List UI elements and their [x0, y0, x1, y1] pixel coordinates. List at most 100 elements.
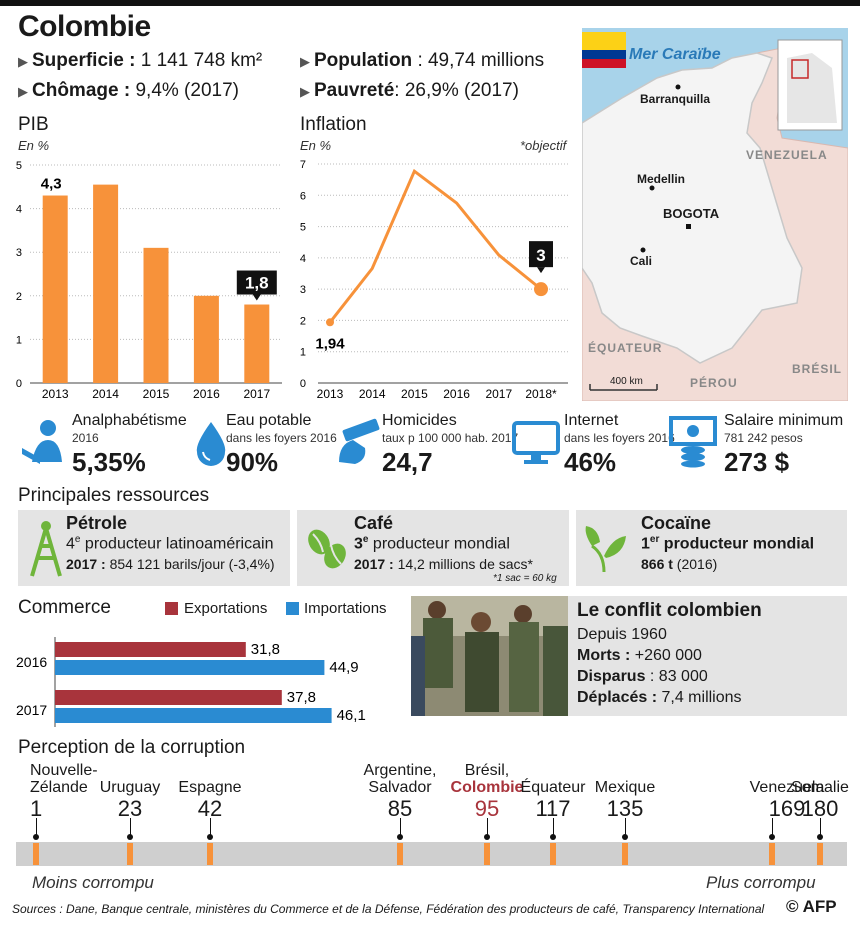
stat-label: Homicides — [382, 412, 457, 429]
rank-value: 135 — [606, 796, 644, 821]
y-tick-label: 5 — [16, 160, 22, 172]
y-tick-label: 6 — [300, 190, 306, 202]
country-label: PÉROU — [690, 376, 738, 390]
conflict-panel: Le conflit colombien Depuis 1960 Morts :… — [568, 596, 847, 716]
page-title: Colombie — [18, 10, 151, 43]
value-label: 44,9 — [329, 659, 358, 676]
rank-tick — [552, 818, 554, 836]
conflict-line: Morts : +260 000 — [577, 647, 702, 664]
data-point — [326, 318, 334, 327]
conflict-line: Disparus : 83 000 — [577, 668, 708, 685]
monitor-icon — [512, 421, 560, 464]
x-tick-label: 2016 — [193, 387, 220, 401]
resource-detail: 2017 : 854 121 barils/jour (-3,4%) — [66, 556, 275, 572]
value-label-pointer — [537, 267, 545, 274]
stat-value: 46% — [564, 447, 617, 477]
rank-dot — [484, 834, 490, 840]
bar — [193, 295, 219, 383]
rank-value: 42 — [197, 796, 223, 821]
stat-label: Eau potable — [226, 412, 312, 429]
value-label: 4,3 — [41, 176, 62, 193]
value-label: 1,8 — [245, 274, 269, 293]
city-dot — [675, 84, 681, 90]
coffee-beans-icon — [308, 529, 346, 569]
rank-tick — [129, 818, 131, 836]
rank-value: 1 — [30, 796, 43, 821]
water-drop-icon — [196, 422, 226, 466]
rank-dot — [397, 834, 403, 840]
rank-value: 169 — [768, 796, 806, 821]
commerce-chart: 2016 31,8 44,9 2017 37,8 46,1 — [16, 637, 366, 727]
y-tick-label: 4 — [300, 253, 306, 265]
country-label: Argentine, Salvador — [363, 762, 437, 796]
x-tick-label: 2017 — [485, 387, 512, 401]
stat-value: 5,35% — [72, 447, 146, 477]
y-tick-label: 1 — [16, 334, 22, 346]
less-corrupt-label: Moins corrompu — [32, 873, 154, 892]
value-label: 46,1 — [337, 707, 366, 724]
rank-tick — [209, 818, 211, 836]
fact-superficie: ▶ Superficie : 1 141 748 km² — [18, 50, 263, 71]
colombia-land — [582, 52, 803, 364]
y-tick-label: 4 — [16, 204, 22, 216]
rank-tick — [771, 818, 773, 836]
rank-tick — [399, 818, 401, 836]
y-tick-label: 3 — [300, 284, 306, 296]
rank-value: 117 — [535, 796, 571, 821]
y-tick-label: 0 — [300, 378, 306, 390]
soldiers-photo — [411, 596, 568, 716]
country-label: BRÉSIL — [792, 362, 843, 376]
rank-value: 23 — [117, 796, 143, 821]
inflation-title: Inflation — [300, 114, 367, 135]
series-line — [328, 168, 542, 324]
country-label: Uruguay — [99, 779, 161, 796]
more-corrupt-label: Plus corrompu — [706, 873, 816, 892]
city-label: Medellin — [637, 172, 686, 186]
oil-derrick-icon — [30, 521, 62, 577]
resource-detail: 2017 : 14,2 millions de sacs* — [354, 556, 533, 572]
legend-imports: Importations — [304, 600, 387, 617]
conflict-since: Depuis 1960 — [577, 626, 667, 643]
country-label: Nouvelle- Zélande — [30, 762, 98, 796]
y-tick-label: 5 — [300, 222, 306, 234]
bar — [55, 660, 325, 675]
x-tick-label: 2017 — [243, 387, 270, 401]
x-tick-label: 2015 — [143, 387, 170, 401]
category-label: 2017 — [16, 702, 47, 718]
corruption-scale-bar — [16, 842, 847, 866]
city-dot — [649, 185, 655, 191]
country-label: VENEZUELA — [746, 148, 828, 162]
rank-value: 85 — [387, 796, 413, 821]
leaf-sprout-icon — [585, 526, 626, 573]
bar — [244, 304, 270, 383]
y-tick-label: 3 — [16, 247, 22, 259]
pib-title: PIB — [18, 114, 49, 135]
scale-label: 400 km — [610, 376, 643, 387]
rank-dot — [550, 834, 556, 840]
rank-dot — [33, 834, 39, 840]
country-label: ÉQUATEUR — [588, 341, 663, 355]
bar — [42, 195, 68, 383]
sea-label: Mer Caraïbe — [629, 46, 721, 63]
stat-sub: dans les foyers 2016 — [564, 431, 675, 445]
rank-tick — [819, 818, 821, 836]
resources-title: Principales ressources — [18, 485, 210, 506]
stat-value: 90% — [226, 447, 279, 477]
fact-population: ▶ Population : 49,74 millions — [300, 50, 545, 71]
stat-sub: 2016 — [72, 431, 99, 445]
country-label: Mexique — [594, 779, 656, 796]
bar — [143, 247, 169, 383]
resource-cocaine: Cocaïne 1er producteur mondial 866 t (20… — [576, 510, 847, 586]
value-label: 37,8 — [287, 689, 316, 706]
y-tick-label: 2 — [16, 291, 22, 303]
conflict-title: Le conflit colombien — [577, 600, 762, 621]
inflation-note: *objectif — [520, 138, 567, 153]
arrow-icon: ▶ — [300, 54, 310, 69]
value-label: 3 — [536, 246, 545, 265]
stat-sub: taux p 100 000 hab. 2017 — [382, 431, 519, 445]
value-label: 1,94 — [315, 335, 345, 352]
resource-detail: 866 t (2016) — [641, 556, 718, 572]
inflation-chart: 0 1 2 3 4 5 6 7 2013 2014 2015 2016 2017 2018* 1,94 3 — [300, 159, 568, 401]
country-label: Venezuela — [749, 779, 825, 796]
x-tick-label: 2013 — [317, 387, 344, 401]
